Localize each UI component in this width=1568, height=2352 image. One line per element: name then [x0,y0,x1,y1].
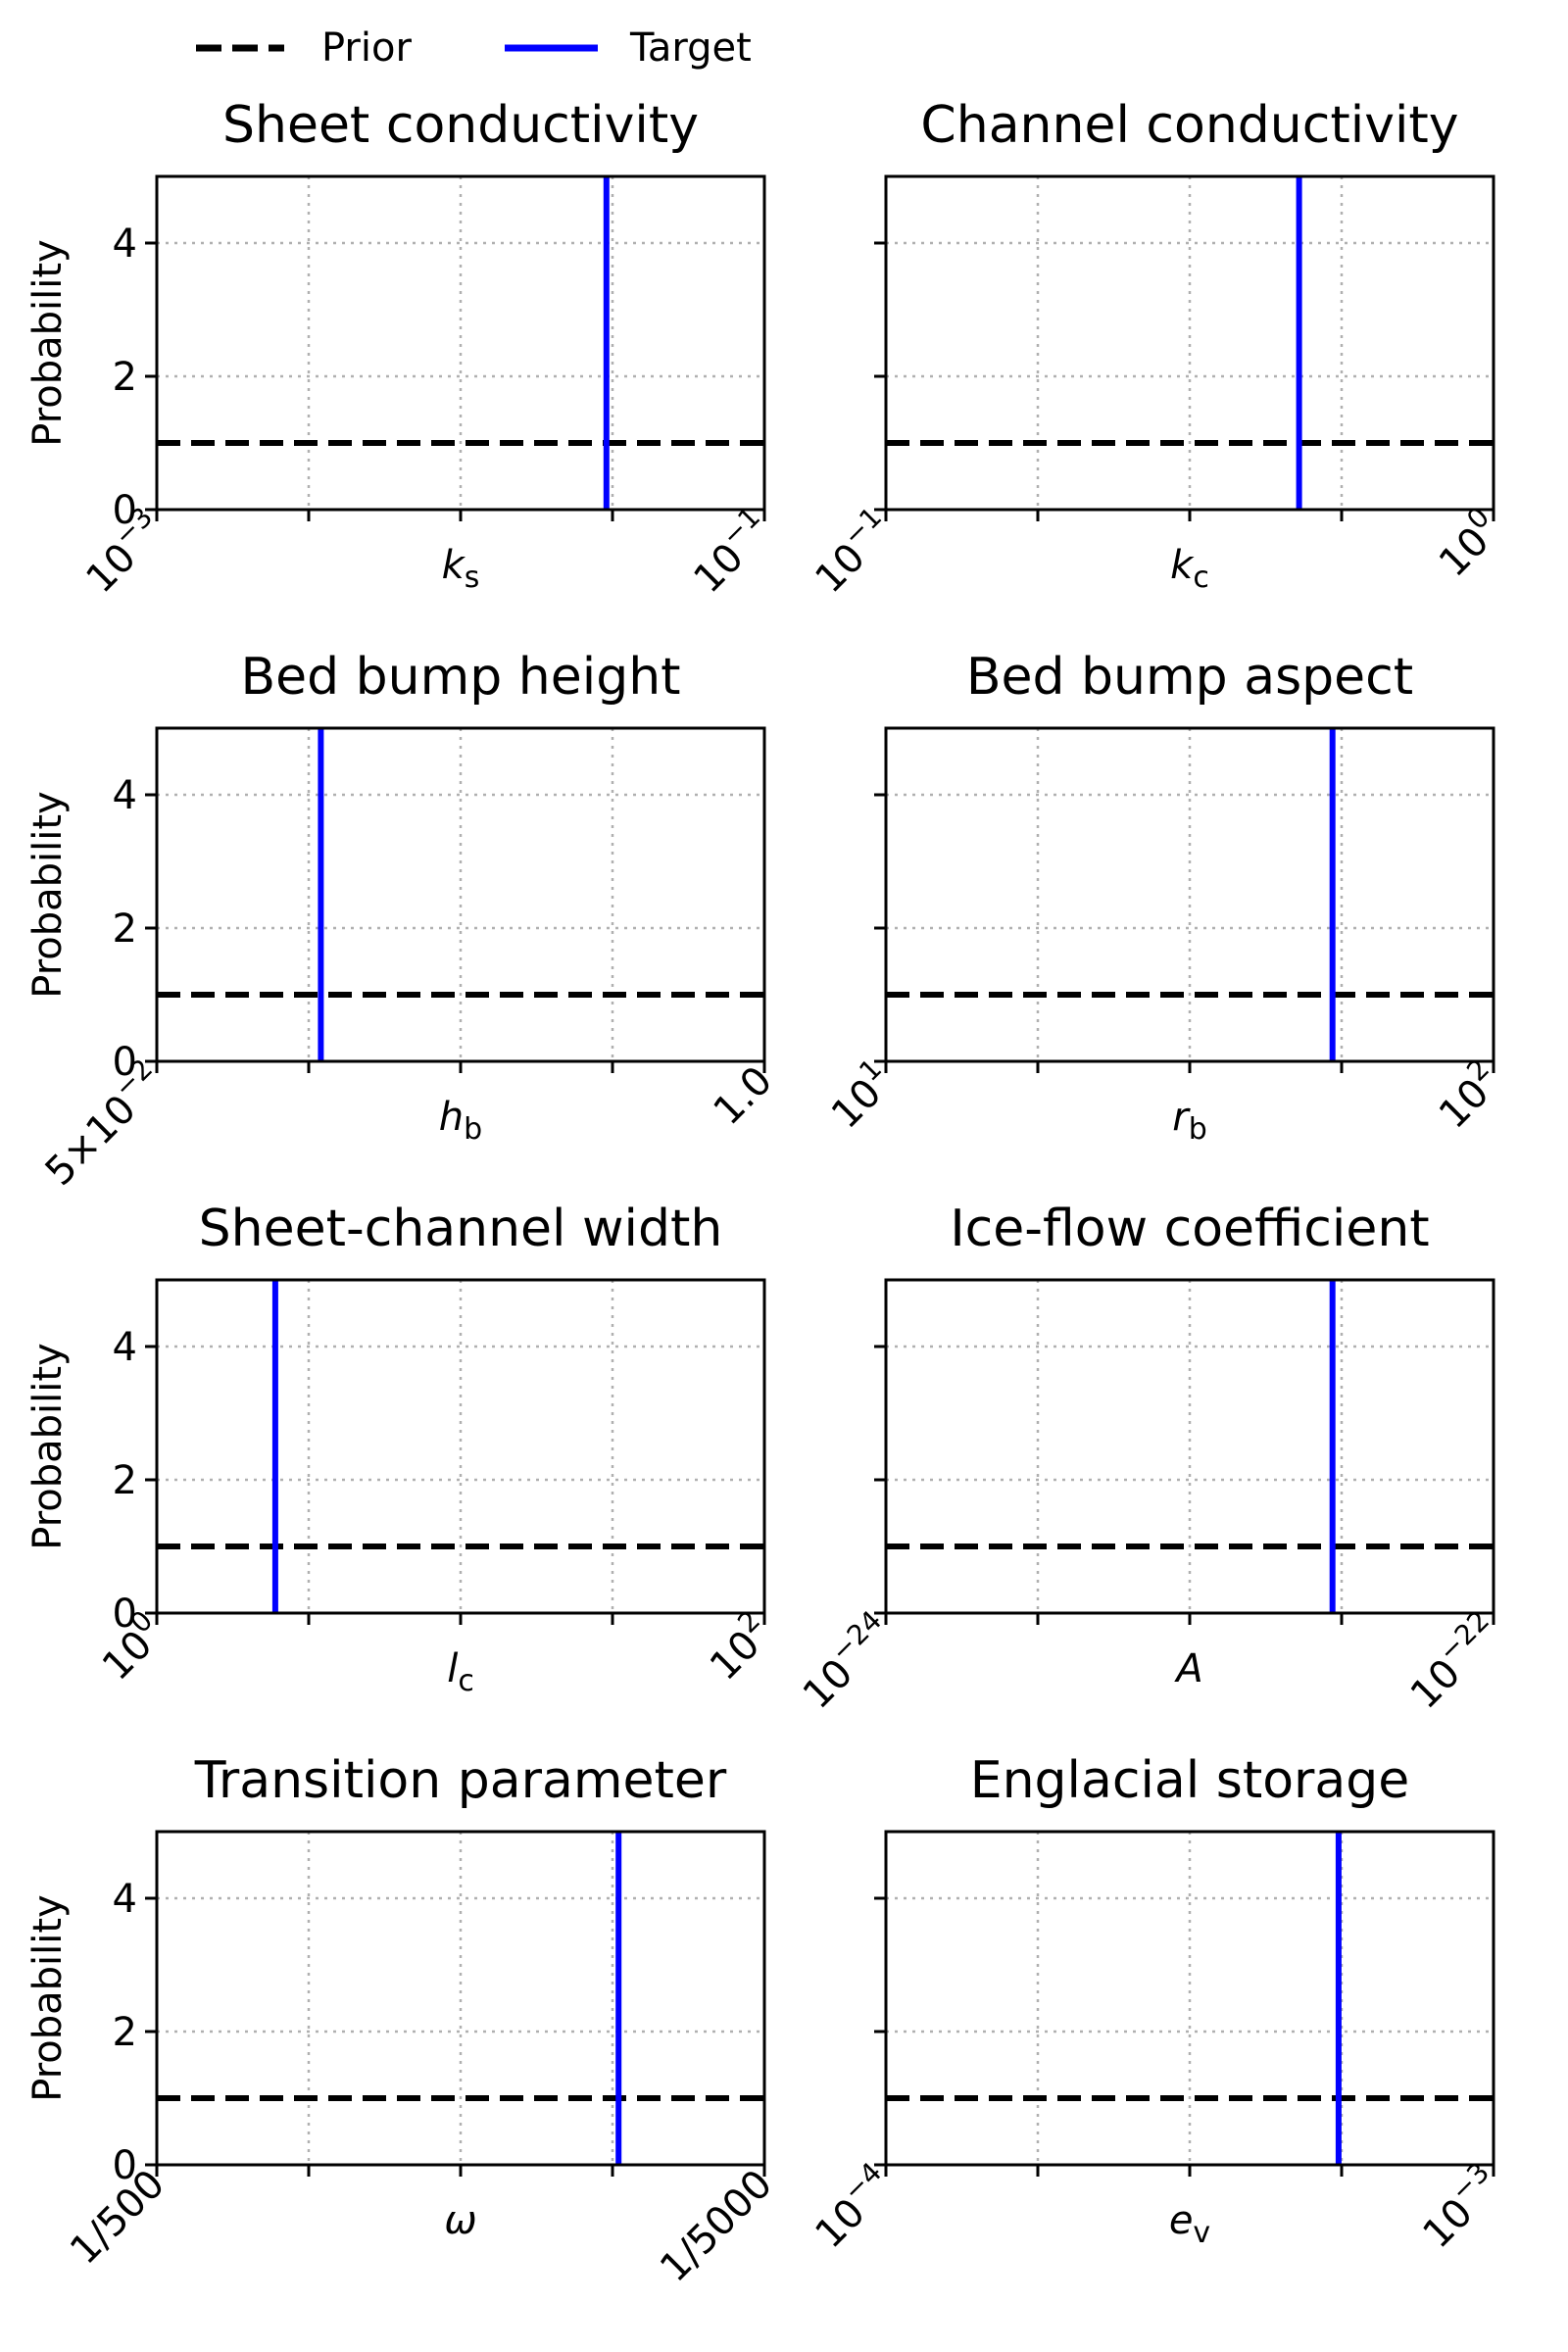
x-tick-label: 10−4 [802,2156,903,2257]
x-axis-label: hb [439,1095,482,1147]
y-axis-label: Probability [25,1894,71,2101]
x-axis-label-main: l [447,1646,458,1691]
panel-5: Sheet-channel width 0 2 4 Probability 100 102 l… [25,1200,781,1698]
x-axis-label-main: k [442,543,466,588]
panel-title: Sheet conductivity [222,96,699,155]
x-tick-label: 102 [696,1604,781,1690]
y-tick-label: 0 [113,1592,137,1637]
y-tick-label: 2 [113,2010,137,2055]
x-axis-label: kc [1170,543,1209,595]
x-axis-label: ω [444,2198,477,2243]
y-tick-label: 4 [113,1325,137,1370]
y-tick-label: 4 [113,221,137,267]
x-tick-label: 10−3 [73,501,173,602]
legend: Prior Target [196,25,752,71]
panels: Sheet conductivity 0 2 4 Probability 10−3 10−1… [25,96,1510,2291]
y-axis-label: Probability [25,239,71,446]
panel-title: Bed bump height [240,648,680,707]
y-axis-label: Probability [25,1343,71,1549]
y-tick-label: 0 [113,488,137,533]
y-tick-label: 2 [113,906,137,952]
x-tick-label: 102 [1425,1053,1510,1138]
x-tick-label: 10−3 [1409,2156,1510,2257]
panel-3: Bed bump height 0 2 4 Probability 5×10−2 1.0 hb [25,648,781,1195]
x-tick-label: 100 [1425,501,1510,586]
panel-2: Channel conductivity 10−1 100 kc [802,96,1510,602]
x-axis-label-subscript: c [458,1664,474,1698]
y-axis-label: Probability [25,791,71,998]
x-axis-label-main: A [1173,1646,1202,1691]
y-tick-label: 0 [113,1040,137,1085]
x-tick-label: 1/5000 [652,2162,781,2291]
y-tick-label: 4 [113,773,137,818]
panel-title: Ice-flow coefficient [950,1200,1429,1258]
y-tick-label: 4 [113,1877,137,1922]
x-axis-label-main: e [1169,2198,1194,2243]
x-axis-label-subscript: c [1193,561,1209,595]
panel-title: Englacial storage [970,1751,1410,1810]
x-tick-label: 100 [88,1604,173,1690]
x-tick-label: 10−1 [802,501,903,602]
legend-prior-label: Prior [321,25,412,71]
panel-1: Sheet conductivity 0 2 4 Probability 10−3 10−1… [25,96,781,602]
x-tick-label: 10−1 [680,501,781,602]
panel-title: Sheet-channel width [199,1200,723,1258]
x-axis-label: ks [442,543,480,595]
x-tick-label-base: 1/5000 [652,2162,781,2291]
panel-title: Channel conductivity [920,96,1458,155]
panel-title: Bed bump aspect [966,648,1413,707]
x-axis-label-main: ω [444,2198,477,2243]
x-axis-label: lc [447,1646,474,1698]
panel-8: Englacial storage 10−4 10−3 ev [802,1751,1510,2257]
x-tick-label: 101 [817,1053,903,1138]
legend-target-label: Target [629,25,752,71]
y-tick-label: 2 [113,1458,137,1503]
x-axis-label-main: r [1172,1095,1191,1140]
x-tick-label-base: 1.0 [706,1058,782,1135]
panel-title: Transition parameter [194,1751,727,1810]
x-tick-label: 5×10−2 [31,1053,173,1195]
x-axis-label-main: k [1170,543,1195,588]
x-axis-label-subscript: s [465,561,480,595]
x-axis-label-subscript: b [1189,1112,1207,1147]
x-axis-label-subscript: b [464,1112,482,1147]
y-tick-label: 2 [113,355,137,400]
y-tick-label: 0 [113,2143,137,2188]
x-axis-label-subscript: v [1193,2216,1210,2250]
x-axis-label: rb [1172,1095,1207,1147]
x-axis-label-main: h [439,1095,464,1140]
x-axis-label: ev [1169,2198,1210,2250]
x-tick-label: 1.0 [706,1058,782,1135]
panel-4: Bed bump aspect 101 102 rb [817,648,1510,1147]
x-axis-label: A [1173,1646,1202,1691]
